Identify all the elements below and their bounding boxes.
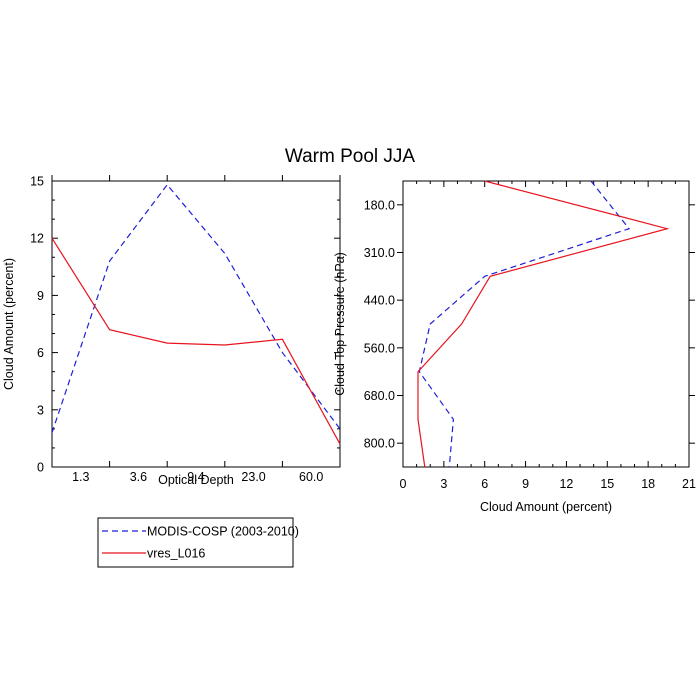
- left-y-tick-label: 0: [37, 461, 44, 475]
- right-x-tick-label: 15: [600, 477, 614, 491]
- legend-box: [97, 517, 294, 568]
- left-y-tick-label: 3: [37, 403, 44, 417]
- right-x-tick-label: 18: [641, 477, 655, 491]
- left-x-tick-label: 1.3: [72, 470, 89, 484]
- left-series-line-obs: [51, 183, 341, 433]
- right-x-tick-label: 21: [682, 477, 696, 491]
- right-y-tick-label: 800.0: [364, 437, 395, 451]
- right-series-line-model: [417, 180, 670, 468]
- left-x-tick-label: 23.0: [241, 470, 265, 484]
- left-x-tick-label: 3.6: [130, 470, 147, 484]
- right-ticks: 0 3 6 9 12 15 18 21 180.0 310.0 440.0 560.0 680.0 800…: [364, 181, 696, 491]
- right-x-tick-label: 12: [559, 477, 573, 491]
- left-series: [51, 183, 341, 445]
- right-x-tick-label: 0: [400, 477, 407, 491]
- right-x-tick-label: 6: [481, 477, 488, 491]
- left-y-tick-label: 9: [37, 289, 44, 303]
- legend-label-obs: MODIS-COSP (2003-2010): [147, 525, 299, 539]
- left-series-line-model: [51, 237, 341, 445]
- left-y-tick-label: 15: [30, 175, 44, 189]
- left-x-tick-label: 9.4: [187, 470, 204, 484]
- left-ticks: 0 3 6 9 12 15 1.3 3.6 9.4 23.0 60.0: [30, 175, 341, 484]
- left-y-tick-label: 12: [30, 232, 44, 246]
- right-y-tick-label: 180.0: [364, 198, 395, 212]
- chart-title: Warm Pool JJA: [285, 146, 416, 167]
- left-y-axis-label: Cloud Amount (percent): [2, 258, 16, 390]
- right-y-tick-label: 680.0: [364, 389, 395, 403]
- right-y-tick-label: 310.0: [364, 246, 395, 260]
- right-series-line-obs: [418, 180, 631, 468]
- right-plot-frame: [402, 180, 690, 468]
- left-plot-frame: [51, 180, 341, 468]
- right-x-tick-label: 3: [440, 477, 447, 491]
- left-y-tick-label: 6: [37, 346, 44, 360]
- right-y-tick-label: 560.0: [364, 341, 395, 355]
- right-x-tick-label: 9: [522, 477, 529, 491]
- legend: MODIS-COSP (2003-2010) vres_L016: [97, 517, 299, 568]
- left-x-tick-label: 60.0: [299, 470, 323, 484]
- right-series: [417, 180, 670, 468]
- right-y-axis-label: Cloud Top Pressure (hPa): [333, 252, 347, 396]
- right-x-axis-label: Cloud Amount (percent): [480, 500, 612, 514]
- left-x-axis-label: Optical Depth: [158, 473, 234, 487]
- right-panel-cloud-top-pressure: 0 3 6 9 12 15 18 21 180.0 310.0 440.0 560.0 680.0 800…: [333, 180, 696, 514]
- legend-label-model: vres_L016: [147, 547, 205, 561]
- right-y-tick-label: 440.0: [364, 294, 395, 308]
